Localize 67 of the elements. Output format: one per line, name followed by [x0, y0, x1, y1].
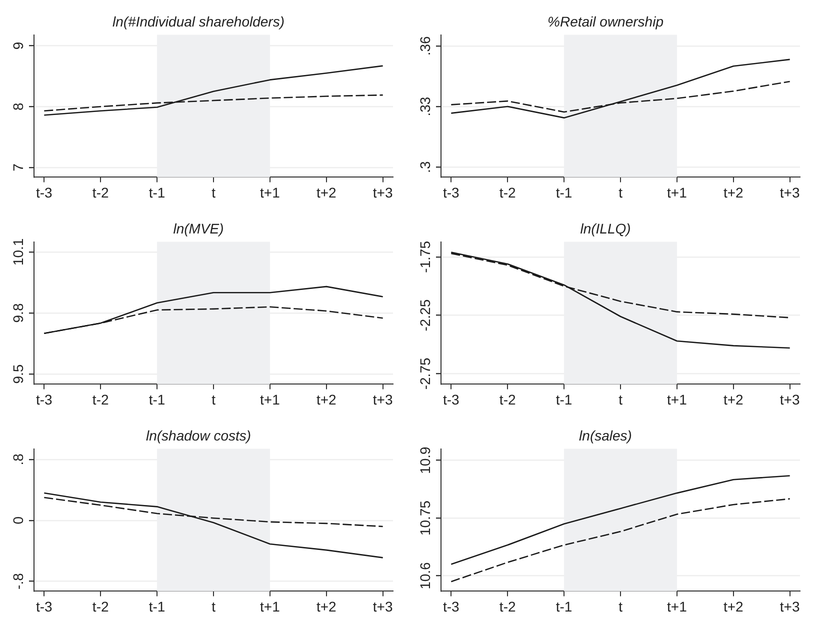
x-tick-label: t+2 [723, 184, 744, 200]
y-tick-label: 9 [10, 42, 26, 50]
x-tick-label: t+3 [372, 391, 393, 408]
y-tick-label: 10.6 [416, 562, 433, 590]
y-tick-label: .3 [416, 161, 433, 173]
x-tick-label: t [212, 598, 216, 614]
x-tick-label: t+2 [723, 391, 744, 408]
y-tick-label: 9.5 [10, 364, 26, 384]
x-tick-label: t [618, 184, 623, 200]
x-tick-label: t-3 [442, 598, 460, 614]
x-tick-label: t-2 [92, 184, 109, 200]
y-tick-label: 9.8 [10, 303, 26, 323]
x-tick-label: t-3 [442, 184, 460, 200]
x-tick-label: t [212, 184, 216, 200]
y-tick-label: -2.25 [416, 299, 433, 332]
x-tick-label: t [212, 391, 216, 408]
x-tick-label: t [618, 598, 623, 614]
x-tick-label: t-1 [556, 184, 572, 200]
x-tick-label: t+1 [260, 184, 280, 200]
x-tick-label: t-2 [499, 184, 516, 200]
y-tick-label: .36 [416, 36, 433, 56]
x-tick-label: t-3 [36, 184, 53, 200]
x-tick-label: t [618, 391, 623, 408]
x-tick-label: t-3 [36, 598, 53, 614]
x-tick-label: t+3 [372, 598, 393, 614]
x-tick-label: t+1 [260, 391, 280, 408]
chart-title: %Retail ownership [548, 13, 664, 30]
chart-title: ln(shadow costs) [146, 427, 252, 444]
x-tick-label: t-1 [148, 184, 166, 200]
y-tick-label: 10.75 [416, 500, 433, 536]
x-tick-label: t-2 [499, 598, 516, 614]
x-tick-label: t-2 [92, 391, 109, 408]
x-tick-label: t-2 [92, 598, 109, 614]
chart-title: ln(MVE) [173, 220, 224, 236]
x-tick-label: t+2 [316, 184, 337, 200]
y-tick-label: 10.9 [416, 446, 433, 474]
x-tick-label: t-1 [148, 391, 166, 408]
y-tick-label: 8 [10, 102, 26, 111]
y-tick-label: 7 [10, 163, 26, 172]
x-tick-label: t+3 [372, 184, 393, 200]
x-tick-label: t-2 [499, 391, 516, 408]
x-tick-label: t+1 [667, 598, 688, 614]
y-tick-label: .8 [10, 453, 26, 466]
x-tick-label: t+1 [260, 598, 280, 614]
line-series [450, 498, 790, 582]
x-tick-label: t+3 [780, 184, 800, 200]
y-tick-label: 10.1 [10, 238, 26, 266]
y-tick-label: -1.75 [416, 240, 433, 273]
y-tick-label: -.8 [10, 572, 26, 590]
x-tick-label: t-3 [36, 391, 53, 408]
x-tick-label: t-1 [148, 598, 166, 614]
chart-title: ln(sales) [579, 427, 632, 444]
x-tick-label: t+2 [316, 598, 337, 614]
x-tick-label: t+2 [316, 391, 337, 408]
x-tick-label: t-3 [442, 391, 460, 408]
x-tick-label: t-1 [556, 598, 572, 614]
x-tick-label: t+1 [667, 391, 688, 408]
x-tick-label: t+2 [723, 598, 744, 614]
y-tick-label: -2.75 [416, 358, 433, 390]
x-tick-label: t+1 [667, 184, 688, 200]
x-tick-label: t+3 [780, 391, 800, 408]
x-tick-label: t+3 [780, 598, 800, 614]
x-tick-label: t-1 [556, 391, 572, 408]
chart-title: ln(ILLQ) [580, 220, 631, 236]
y-tick-label: .33 [416, 96, 433, 116]
y-tick-label: 0 [10, 516, 26, 524]
chart-title: ln(#Individual shareholders) [112, 13, 284, 30]
